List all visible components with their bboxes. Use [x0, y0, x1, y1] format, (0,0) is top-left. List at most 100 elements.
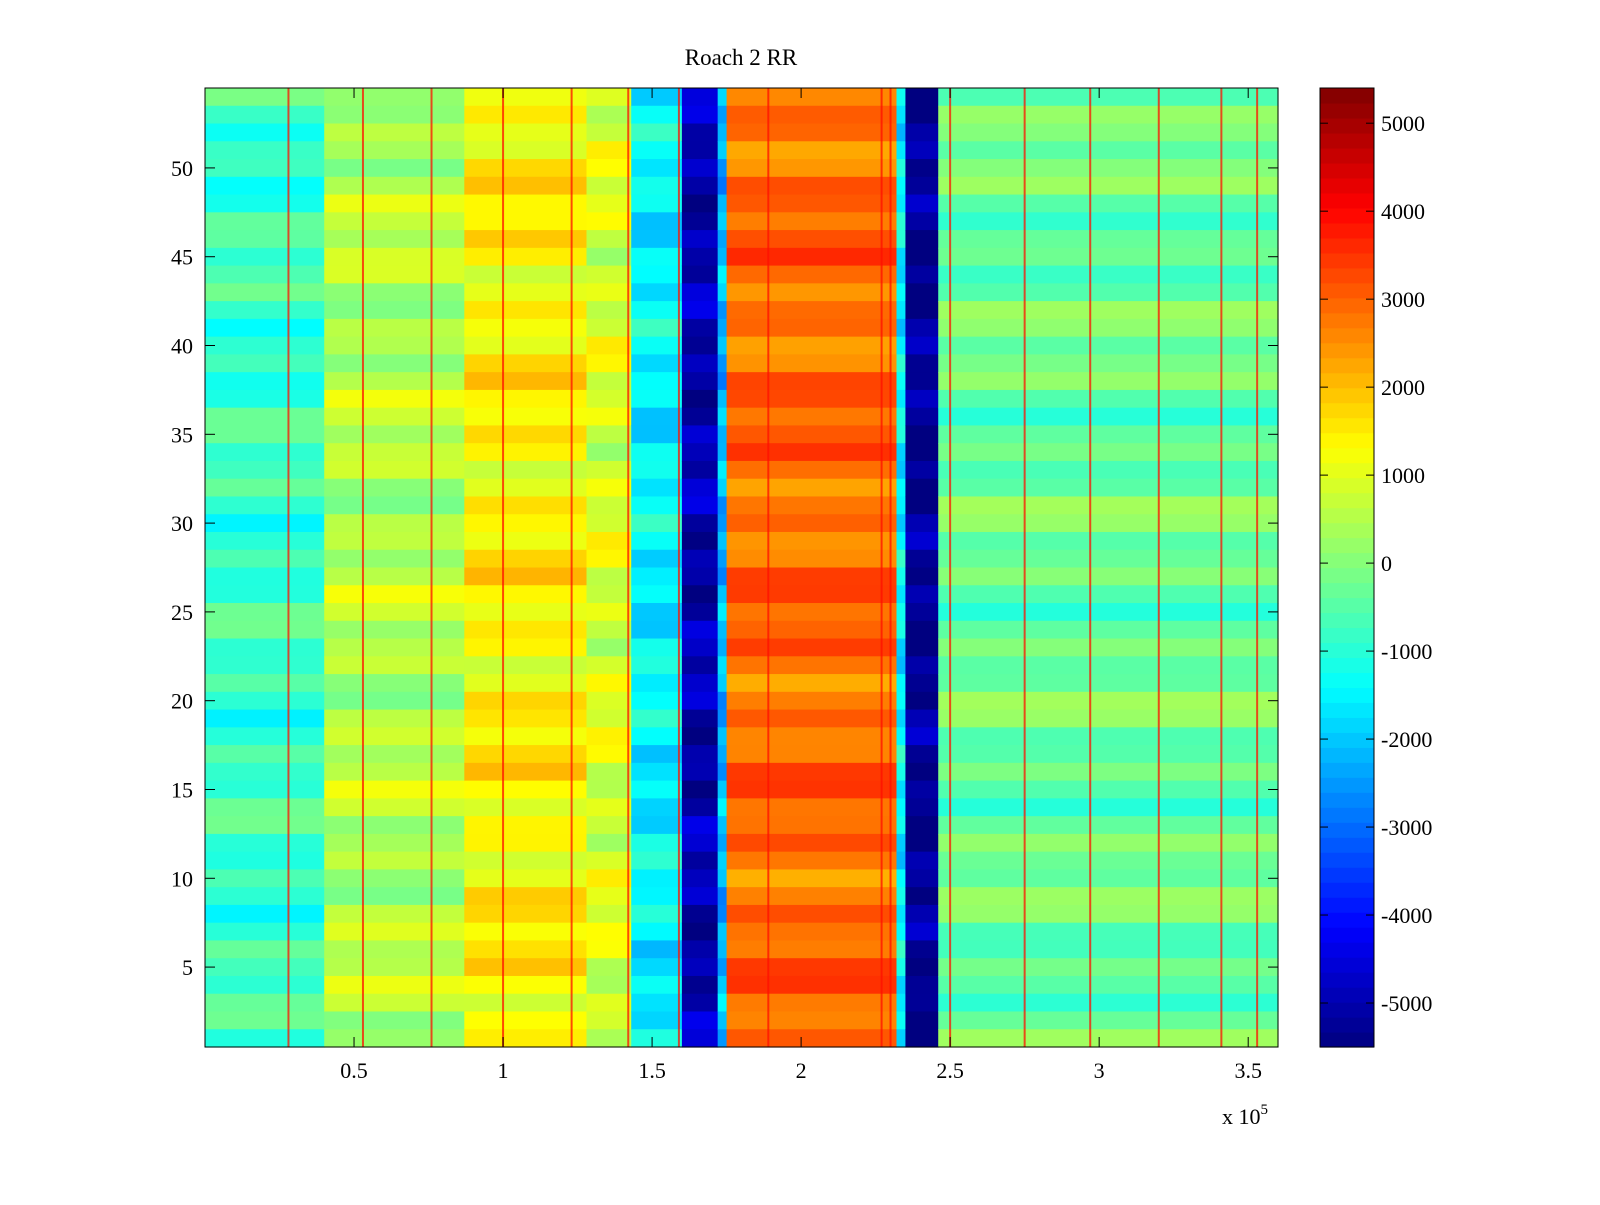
heatmap-cell: [717, 354, 728, 373]
heatmap-cell: [464, 603, 588, 622]
heatmap-cell: [938, 443, 1279, 462]
heatmap-cell: [324, 1029, 465, 1048]
heatmap-cell: [631, 709, 683, 728]
heatmap-cell: [896, 851, 907, 871]
heatmap-cell: [586, 88, 632, 107]
heatmap-cell: [586, 603, 632, 622]
colorbar-segment: [1320, 357, 1374, 374]
heatmap-cell: [324, 407, 465, 427]
y-tick-label: 15: [171, 777, 193, 802]
heatmap-cell: [205, 407, 325, 427]
heatmap-cell: [726, 105, 898, 125]
heatmap-cell: [896, 674, 907, 693]
heatmap-cell: [631, 141, 683, 160]
colorbar-segment: [1320, 792, 1374, 808]
heatmap-cell: [938, 194, 1279, 213]
heatmap-cell: [681, 478, 719, 498]
heatmap-cell: [717, 425, 728, 444]
heatmap-cell: [631, 620, 683, 640]
colorbar-segment: [1320, 417, 1374, 434]
spike-column: [949, 88, 952, 1047]
heatmap-cell: [324, 780, 465, 799]
heatmap-cell: [631, 407, 683, 427]
heatmap-cell: [681, 780, 719, 799]
heatmap-cell: [631, 638, 683, 657]
heatmap-cell: [205, 1029, 325, 1048]
heatmap-cell: [717, 531, 728, 551]
heatmap-cell: [726, 975, 898, 995]
heatmap-cell: [905, 176, 939, 196]
heatmap-cell: [586, 425, 632, 444]
heatmap-cell: [586, 336, 632, 355]
heatmap-cell: [586, 389, 632, 409]
heatmap-cell: [586, 496, 632, 515]
heatmap-cell: [324, 389, 465, 409]
colorbar-segment: [1320, 237, 1374, 254]
heatmap-cell: [896, 940, 907, 959]
heatmap-cell: [464, 531, 588, 551]
heatmap-cell: [324, 265, 465, 284]
colorbar-segment: [1320, 447, 1374, 464]
heatmap-cell: [717, 887, 728, 906]
heatmap-cell: [905, 816, 939, 835]
heatmap-cell: [205, 656, 325, 675]
heatmap-cell: [905, 230, 939, 249]
heatmap-cell: [681, 762, 719, 782]
heatmap-band: [905, 88, 939, 1048]
heatmap-cell: [586, 1011, 632, 1030]
heatmap-cell: [631, 975, 683, 995]
colorbar-segment: [1320, 1017, 1374, 1033]
colorbar-segment: [1320, 1002, 1374, 1018]
heatmap-cell: [586, 922, 632, 942]
heatmap-cell: [717, 958, 728, 977]
heatmap-cell: [631, 247, 683, 267]
heatmap-cell: [896, 869, 907, 888]
heatmap-cell: [896, 159, 907, 178]
heatmap-cell: [324, 975, 465, 995]
colorbar-segment: [1320, 807, 1374, 823]
heatmap-cell: [905, 194, 939, 213]
heatmap-cell: [938, 247, 1279, 267]
heatmap-cell: [938, 336, 1279, 355]
heatmap-cell: [905, 212, 939, 231]
heatmap-cell: [681, 443, 719, 462]
heatmap-cell: [464, 514, 588, 533]
colorbar-segment: [1320, 852, 1374, 868]
heatmap-cell: [324, 159, 465, 178]
heatmap-cell: [896, 425, 907, 444]
heatmap-cell: [726, 88, 898, 107]
heatmap-cell: [631, 1011, 683, 1030]
heatmap-cell: [896, 478, 907, 498]
heatmap-cell: [681, 620, 719, 640]
heatmap-cell: [631, 780, 683, 799]
heatmap-cell: [717, 975, 728, 995]
colorbar-segment: [1320, 927, 1374, 943]
heatmap-cell: [205, 727, 325, 746]
heatmap-cell: [896, 443, 907, 462]
heatmap-cell: [586, 141, 632, 160]
heatmap-cell: [586, 620, 632, 640]
heatmap-cell: [905, 674, 939, 693]
heatmap-cell: [717, 301, 728, 320]
heatmap-cell: [681, 709, 719, 728]
heatmap-cell: [205, 851, 325, 871]
heatmap-cell: [681, 514, 719, 533]
heatmap-cell: [205, 816, 325, 835]
heatmap-cell: [631, 336, 683, 355]
heatmap-cell: [631, 514, 683, 533]
colorbar-segment: [1320, 597, 1374, 614]
heatmap-cell: [726, 958, 898, 977]
heatmap-cell: [324, 105, 465, 125]
heatmap-cell: [905, 478, 939, 498]
heatmap-cell: [717, 585, 728, 604]
heatmap-cell: [938, 514, 1279, 533]
colorbar-segment: [1320, 867, 1374, 883]
heatmap-cell: [905, 762, 939, 782]
heatmap-cell: [726, 336, 898, 355]
heatmap-cell: [324, 372, 465, 391]
heatmap-cell: [717, 745, 728, 764]
heatmap-cell: [938, 975, 1279, 995]
heatmap-cell: [726, 194, 898, 213]
heatmap-cell: [681, 105, 719, 125]
heatmap-cell: [717, 230, 728, 249]
